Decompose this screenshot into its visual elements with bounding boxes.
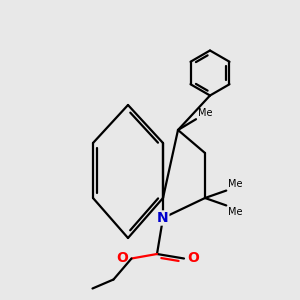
Text: O: O bbox=[117, 251, 128, 266]
Text: Me: Me bbox=[228, 179, 242, 189]
Text: O: O bbox=[187, 251, 199, 266]
Text: N: N bbox=[157, 211, 169, 225]
Text: Me: Me bbox=[228, 207, 242, 217]
Text: Me: Me bbox=[197, 108, 212, 118]
